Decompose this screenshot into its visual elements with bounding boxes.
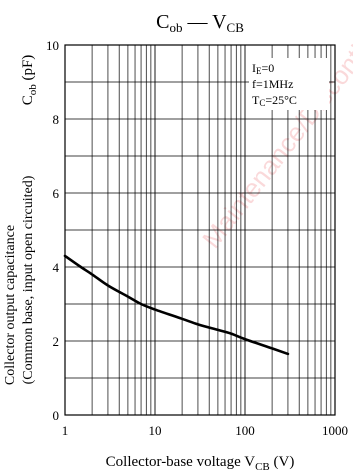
x-tick-label: 10: [149, 423, 162, 438]
y-tick-label: 6: [53, 186, 60, 201]
y-axis-label: Collector output capacitance (Common bas…: [3, 55, 39, 385]
x-tick-label: 1000: [322, 423, 348, 438]
x-axis-label: Collector-base voltage VCB (V): [106, 454, 295, 473]
y-tick-labels: 0 2 4 6 8 10: [46, 38, 60, 423]
watermark: Maintenance/Discontinued: [196, 0, 353, 254]
condition-line: TC=25°C: [252, 93, 297, 108]
y-axis-symbol: Cob (pF): [20, 55, 39, 106]
series-line: [63, 254, 290, 356]
watermark-text: Maintenance/Discontinued: [196, 0, 353, 254]
y-tick-label: 4: [53, 260, 60, 275]
y-axis-label-line2: (Common base, input open circuited): [21, 175, 36, 384]
y-axis-label-line1: Collector output capacitance: [3, 225, 18, 385]
x-tick-labels: 1 10 100 1000: [62, 423, 348, 438]
y-tick-label: 0: [53, 408, 60, 423]
condition-line: f=1MHz: [252, 77, 293, 91]
data-series: [63, 254, 290, 356]
x-tick-label: 100: [235, 423, 255, 438]
y-tick-label: 8: [53, 112, 60, 127]
chart-title: Cob — VCB: [156, 11, 244, 35]
conditions-background: [249, 58, 329, 110]
condition-line: IE=0: [252, 61, 274, 76]
plot-frame: [64, 44, 336, 416]
conditions-text: IE=0f=1MHz TC=25°C: [252, 61, 297, 108]
y-tick-label: 2: [53, 334, 60, 349]
x-tick-label: 1: [62, 423, 69, 438]
conditions-box: IE=0f=1MHz TC=25°C: [249, 58, 329, 110]
y-tick-label: 10: [46, 38, 59, 53]
